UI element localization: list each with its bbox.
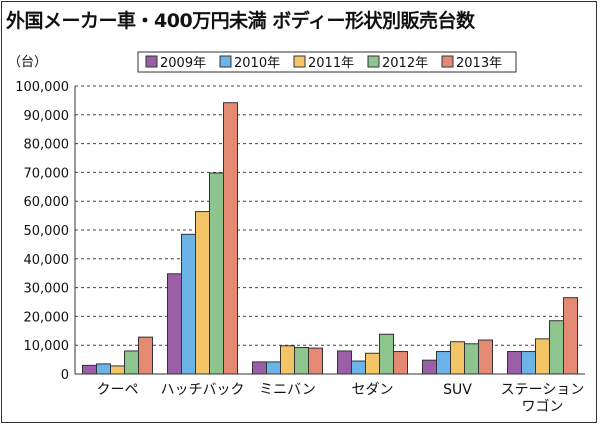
bar-2010年-4 <box>436 351 451 375</box>
bar-2012年-5 <box>549 320 564 375</box>
bar-2012年-2 <box>294 347 309 375</box>
chart-title: 外国メーカー車・400万円未満 ボディー形状別販売台数 <box>6 10 475 32</box>
legend-swatch <box>293 55 306 68</box>
legend-label: 2013年 <box>456 56 502 71</box>
bar-2010年-5 <box>521 351 536 375</box>
y-tick-label: 50,000 <box>24 224 70 239</box>
bar-2011年-2 <box>280 345 295 375</box>
bar-2013年-5 <box>563 297 578 375</box>
bar-2013年-0 <box>138 336 153 375</box>
bar-2013年-3 <box>393 351 408 375</box>
x-tick-label: ワゴン <box>522 398 564 415</box>
legend-swatch <box>441 55 454 68</box>
y-tick-label: 80,000 <box>24 138 70 153</box>
legend-label: 2012年 <box>382 56 428 71</box>
legend-swatch <box>367 55 380 68</box>
x-tick-label: セダン <box>352 382 394 398</box>
y-tick-label: 90,000 <box>24 109 70 124</box>
bar-2011年-4 <box>450 341 465 375</box>
bar-2012年-4 <box>464 343 479 375</box>
legend-swatch <box>219 55 232 68</box>
bar-2013年-1 <box>223 102 238 375</box>
y-axis-label: （台） <box>8 55 47 70</box>
x-tick-label: ハッチバック <box>161 382 245 398</box>
legend-label: 2010年 <box>234 56 280 71</box>
y-tick-label: 100,000 <box>15 80 69 95</box>
bar-2010年-1 <box>181 233 196 375</box>
bar-2012年-3 <box>379 333 394 375</box>
legend-swatch <box>145 55 158 68</box>
bar-2013年-4 <box>478 339 493 375</box>
bar-2010年-2 <box>266 361 281 375</box>
x-tick-label: ミニバン <box>259 382 316 398</box>
bar-2011年-0 <box>110 365 125 375</box>
bar-2009年-0 <box>82 364 97 375</box>
bar-2009年-4 <box>422 359 437 375</box>
y-tick-label: 10,000 <box>24 339 70 354</box>
legend-label: 2009年 <box>160 56 206 71</box>
bar-2009年-3 <box>337 350 352 375</box>
bar-2011年-5 <box>535 338 550 375</box>
x-tick-label: SUV <box>443 382 472 398</box>
bar-2012年-0 <box>124 350 139 375</box>
x-tick-label: クーペ <box>97 382 139 398</box>
y-tick-label: 40,000 <box>24 253 70 268</box>
bar-2010年-3 <box>351 360 366 375</box>
x-tick-label: ステーション <box>501 382 585 398</box>
y-tick-label: 0 <box>61 368 69 383</box>
legend: 2009年 2010年 2011年 2012年 2013年 <box>137 51 517 73</box>
bar-2013年-2 <box>308 347 323 375</box>
y-tick-label: 30,000 <box>24 282 70 297</box>
bar-2009年-2 <box>252 361 267 375</box>
legend-label: 2011年 <box>308 56 354 71</box>
bar-2012年-1 <box>209 172 224 375</box>
bar-2011年-1 <box>195 211 210 375</box>
y-tick-label: 20,000 <box>24 310 70 325</box>
y-tick-label: 60,000 <box>24 195 70 210</box>
bar-2010年-0 <box>96 363 111 375</box>
bar-2009年-1 <box>167 273 182 375</box>
legend-box <box>137 51 517 73</box>
bar-2011年-3 <box>365 352 380 375</box>
y-tick-label: 70,000 <box>24 166 70 181</box>
bar-2009年-5 <box>507 351 522 375</box>
